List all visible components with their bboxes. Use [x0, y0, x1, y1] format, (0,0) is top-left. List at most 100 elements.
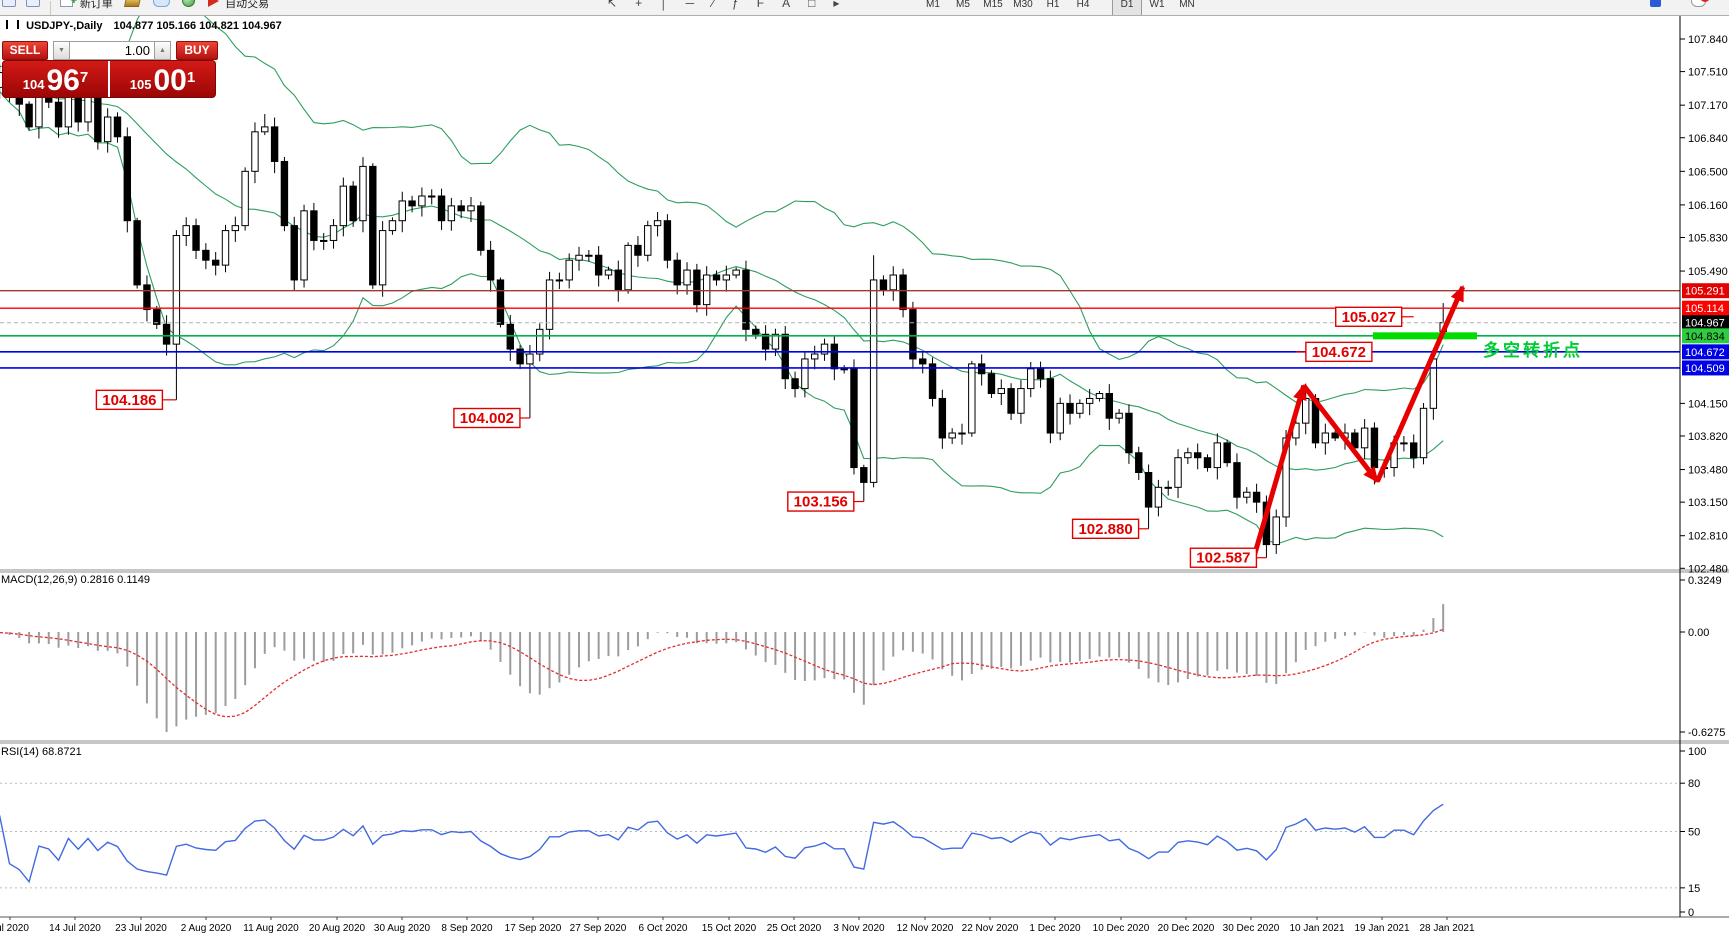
svg-text:106.840: 106.840	[1688, 133, 1728, 145]
timeframe-m5-button[interactable]: M5	[956, 0, 970, 10]
svg-text:15 Oct 2020: 15 Oct 2020	[702, 923, 757, 934]
chart-window-icon[interactable]	[2, 0, 16, 7]
buy-price-pip: 1	[186, 69, 196, 86]
timeframe-m30-button[interactable]: M30	[1013, 0, 1033, 10]
svg-text:11 Aug 2020: 11 Aug 2020	[243, 923, 299, 934]
timeframe-w1-button[interactable]: W1	[1149, 0, 1165, 10]
gold-bar-icon[interactable]	[124, 0, 142, 7]
equidistant-channel-tool-icon[interactable]: ƒ	[732, 0, 739, 10]
svg-text:105.830: 105.830	[1688, 232, 1728, 244]
rsi-pane	[0, 782, 1680, 889]
price-label-104.672: 104.672	[1682, 344, 1729, 360]
bollinger-middle-band	[0, 78, 1444, 471]
price-callout-103.156[interactable]: 103.156	[787, 491, 864, 512]
svg-text:102.810: 102.810	[1688, 531, 1728, 543]
svg-text:107.170: 107.170	[1688, 100, 1728, 112]
svg-text:106.160: 106.160	[1688, 200, 1728, 212]
zoom-window-icon[interactable]	[26, 0, 41, 7]
svg-text:103.150: 103.150	[1688, 497, 1728, 509]
sound-icon[interactable]	[182, 0, 196, 7]
price-callout-104.002[interactable]: 104.002	[453, 407, 530, 429]
svg-text:22 Nov 2020: 22 Nov 2020	[962, 923, 1019, 934]
timeframe-h4-button[interactable]: H4	[1076, 0, 1090, 10]
buy-price-button[interactable]: 105 00 1	[110, 61, 215, 97]
shapes-tool-icon[interactable]: ▸	[833, 0, 840, 10]
svg-text:107.840: 107.840	[1688, 34, 1728, 46]
svg-text:100: 100	[1688, 746, 1706, 758]
timeframe-h1-button[interactable]: H1	[1046, 0, 1060, 10]
macd-pane	[0, 604, 1445, 732]
lot-increase-button[interactable]: ▲	[154, 41, 171, 60]
notification-icon[interactable]: 1	[1691, 0, 1711, 7]
crosshair-tool-icon[interactable]: +	[635, 0, 643, 10]
buy-button[interactable]: BUY	[176, 41, 218, 60]
svg-text:50: 50	[1688, 827, 1700, 839]
svg-text:17 Sep 2020: 17 Sep 2020	[505, 923, 562, 934]
notification-badge: 1	[1700, 0, 1711, 2]
svg-text:105.490: 105.490	[1688, 266, 1728, 278]
svg-text:3 Nov 2020: 3 Nov 2020	[833, 923, 885, 934]
autotrade-icon[interactable]	[207, 0, 219, 7]
svg-text:2 Aug 2020: 2 Aug 2020	[181, 923, 232, 934]
new-order-icon[interactable]	[60, 0, 77, 11]
sell-button[interactable]: SELL	[2, 41, 48, 60]
bollinger-upper-band	[0, 16, 1444, 404]
svg-text:30 Aug 2020: 30 Aug 2020	[374, 923, 431, 934]
trend-zigzag-arrow[interactable]	[1252, 285, 1466, 556]
lot-size-input[interactable]	[70, 41, 154, 60]
autotrade-label[interactable]: 自动交易	[225, 0, 270, 10]
level-lines	[0, 290, 1680, 369]
price-callout-102.587[interactable]: 102.587	[1189, 547, 1267, 568]
buy-price-big: 00	[153, 64, 187, 97]
timeframe-m1-button[interactable]: M1	[926, 0, 940, 10]
svg-text:106.500: 106.500	[1688, 166, 1728, 178]
rsi-indicator-label: RSI(14) 68.8721	[1, 746, 82, 758]
svg-text:12 Nov 2020: 12 Nov 2020	[897, 923, 954, 934]
vertical-line-tool-icon[interactable]: │	[660, 0, 668, 10]
cloud-icon[interactable]	[152, 0, 170, 7]
price-callout-104.186[interactable]: 104.186	[95, 389, 177, 411]
svg-text:-0.6275: -0.6275	[1688, 727, 1725, 739]
svg-text:104.150: 104.150	[1688, 398, 1728, 410]
lot-decrease-button[interactable]: ▼	[53, 41, 70, 60]
timeframe-buttons: M1 M5 M15 M30 H1 H4 D1 W1 MN	[918, 0, 1202, 15]
svg-text:20 Aug 2020: 20 Aug 2020	[309, 923, 366, 934]
new-order-label[interactable]: 新订单	[79, 0, 113, 10]
note-text-annotation[interactable]: 多空转折点	[1483, 340, 1583, 360]
price-callout-104.672[interactable]: 104.672	[1295, 341, 1373, 363]
symbol-period-label: USDJPY-,Daily	[26, 20, 103, 32]
price-label-104.967: 104.967	[1682, 315, 1729, 331]
sell-price-button[interactable]: 104 96 7	[3, 61, 110, 97]
horizontal-line-tool-icon[interactable]: ─	[685, 0, 695, 10]
timeframe-d1-button[interactable]: D1	[1112, 0, 1142, 15]
svg-text:103.820: 103.820	[1688, 431, 1728, 443]
label-tool-icon[interactable]: □	[808, 0, 816, 10]
sell-price-pip: 7	[79, 69, 89, 86]
search-icon[interactable]	[1650, 0, 1661, 7]
macd-histogram	[0, 604, 1445, 732]
toolbar: 新订单 自动交易 ↖ + │ ─ ∕ ƒ F A □ ▸ M1 M5 M15 M30 H1 H4 D1 W1 MN…	[0, 0, 1729, 16]
timeframe-m15-button[interactable]: M15	[983, 0, 1003, 10]
bollinger-lower-band	[0, 91, 1444, 545]
fibonacci-tool-icon[interactable]: F	[756, 0, 765, 10]
svg-text:10 Dec 2020: 10 Dec 2020	[1093, 923, 1150, 934]
svg-text:102.480: 102.480	[1688, 563, 1728, 575]
macd-signal-line	[0, 628, 1444, 718]
trendline-tool-icon[interactable]: ∕	[712, 0, 715, 10]
timeframe-mn-button[interactable]: MN	[1179, 0, 1195, 10]
svg-text:104.672: 104.672	[1312, 344, 1366, 361]
svg-text:102.587: 102.587	[1196, 550, 1250, 567]
price-callout-102.880[interactable]: 102.880	[1071, 518, 1149, 539]
svg-text:25 Oct 2020: 25 Oct 2020	[767, 923, 822, 934]
svg-text:0.00: 0.00	[1688, 627, 1709, 639]
svg-text:20 Dec 2020: 20 Dec 2020	[1158, 923, 1215, 934]
green-highlight-bar[interactable]	[1373, 332, 1477, 340]
svg-text:8 Sep 2020: 8 Sep 2020	[441, 923, 493, 934]
text-tool-icon[interactable]: A	[782, 0, 791, 10]
price-callout-105.027[interactable]: 105.027	[1335, 306, 1414, 327]
svg-text:105.291: 105.291	[1685, 286, 1725, 298]
price-label-104.509: 104.509	[1682, 360, 1729, 376]
ohlc-values: 104.877 105.166 104.821 104.967	[113, 20, 282, 32]
svg-text:0.3249: 0.3249	[1688, 575, 1722, 587]
cursor-tool-icon[interactable]: ↖	[607, 0, 618, 10]
